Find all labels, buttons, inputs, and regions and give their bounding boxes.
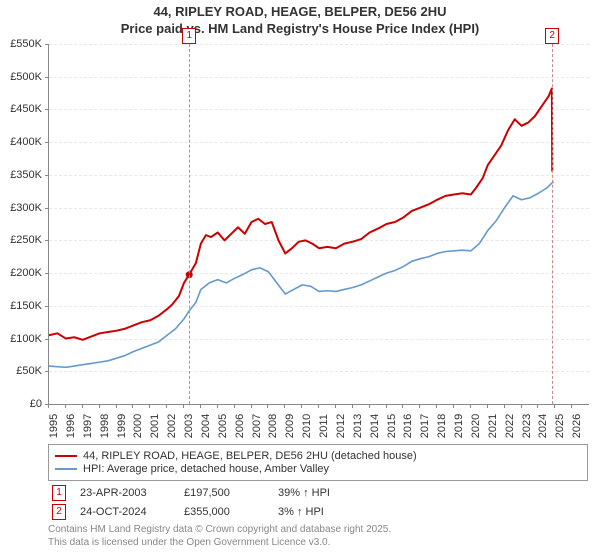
xtick-label: 2011 xyxy=(318,414,330,438)
xtick-label: 2025 xyxy=(554,414,566,438)
sale-rel-hpi: 39% ↑ HPI xyxy=(278,487,330,499)
sale-date: 23-APR-2003 xyxy=(80,487,170,499)
xtick-label: 2016 xyxy=(402,414,414,438)
xtick-label: 2003 xyxy=(183,414,195,438)
xtick-label: 2018 xyxy=(436,414,448,438)
ytick-label: £0 xyxy=(0,398,42,410)
xtick-label: 2023 xyxy=(521,414,533,438)
xtick-label: 1999 xyxy=(116,414,128,438)
ytick-label: £450K xyxy=(0,103,42,115)
xtick-label: 2024 xyxy=(537,414,549,438)
xtick-label: 2020 xyxy=(470,414,482,438)
xtick-label: 2002 xyxy=(166,414,178,438)
ytick-label: £350K xyxy=(0,169,42,181)
xtick-label: 2009 xyxy=(284,414,296,438)
xtick-label: 2001 xyxy=(149,414,161,438)
sale-marker-line xyxy=(552,44,553,404)
sale-marker-box: 2 xyxy=(545,28,559,44)
credits-line-1: Contains HM Land Registry data © Crown c… xyxy=(48,524,588,537)
xtick-label: 2005 xyxy=(217,414,229,438)
ytick-label: £500K xyxy=(0,71,42,83)
legend-row-1: 44, RIPLEY ROAD, HEAGE, BELPER, DE56 2HU… xyxy=(55,450,581,462)
legend-box: 44, RIPLEY ROAD, HEAGE, BELPER, DE56 2HU… xyxy=(48,444,588,481)
xtick-label: 2004 xyxy=(200,414,212,438)
sale-data-row: 2 24-OCT-2024 £355,000 3% ↑ HPI xyxy=(52,504,588,520)
legend-swatch-1 xyxy=(55,455,77,457)
series-price_paid xyxy=(49,89,552,340)
ytick-label: £400K xyxy=(0,136,42,148)
xtick-label: 2010 xyxy=(301,414,313,438)
ytick-label: £50K xyxy=(0,365,42,377)
credits: Contains HM Land Registry data © Crown c… xyxy=(48,524,588,549)
xtick-label: 1995 xyxy=(48,414,60,438)
sale-marker-line xyxy=(189,44,190,404)
sale-row-marker: 1 xyxy=(52,485,66,501)
legend-label-2: HPI: Average price, detached house, Ambe… xyxy=(83,463,329,475)
xtick-label: 2019 xyxy=(453,414,465,438)
xtick-label: 1997 xyxy=(82,414,94,438)
sale-price: £355,000 xyxy=(184,506,264,518)
xtick-label: 2014 xyxy=(369,414,381,438)
xtick-label: 2022 xyxy=(504,414,516,438)
xtick-label: 2013 xyxy=(352,414,364,438)
title-block: 44, RIPLEY ROAD, HEAGE, BELPER, DE56 2HU… xyxy=(0,0,600,38)
title-address: 44, RIPLEY ROAD, HEAGE, BELPER, DE56 2HU xyxy=(0,4,600,21)
series-hpi xyxy=(49,181,554,367)
ytick-label: £100K xyxy=(0,333,42,345)
ytick-label: £150K xyxy=(0,300,42,312)
xtick-label: 2006 xyxy=(234,414,246,438)
xtick-label: 2012 xyxy=(335,414,347,438)
plot-area: 12 xyxy=(48,44,589,405)
footer: 44, RIPLEY ROAD, HEAGE, BELPER, DE56 2HU… xyxy=(48,444,588,549)
xtick-label: 2008 xyxy=(267,414,279,438)
legend-swatch-2 xyxy=(55,468,77,470)
ytick-label: £550K xyxy=(0,38,42,50)
sale-row-marker: 2 xyxy=(52,504,66,520)
xtick-label: 2017 xyxy=(419,414,431,438)
xtick-label: 2021 xyxy=(487,414,499,438)
chart-container: 44, RIPLEY ROAD, HEAGE, BELPER, DE56 2HU… xyxy=(0,0,600,560)
xtick-label: 1998 xyxy=(99,414,111,438)
ytick-label: £250K xyxy=(0,234,42,246)
xtick-label: 1996 xyxy=(65,414,77,438)
chart-area: 12 £0£50K£100K£150K£200K£250K£300K£350K£… xyxy=(48,44,588,404)
sale-data-row: 1 23-APR-2003 £197,500 39% ↑ HPI xyxy=(52,485,588,501)
sale-marker-box: 1 xyxy=(182,28,196,44)
xtick-label: 2015 xyxy=(386,414,398,438)
sale-rel-hpi: 3% ↑ HPI xyxy=(278,506,324,518)
chart-svg xyxy=(49,44,589,404)
xtick-label: 2026 xyxy=(571,414,583,438)
sale-date: 24-OCT-2024 xyxy=(80,506,170,518)
title-subtitle: Price paid vs. HM Land Registry's House … xyxy=(0,21,600,38)
sale-price: £197,500 xyxy=(184,487,264,499)
legend-row-2: HPI: Average price, detached house, Ambe… xyxy=(55,463,581,475)
legend-label-1: 44, RIPLEY ROAD, HEAGE, BELPER, DE56 2HU… xyxy=(83,450,417,462)
xtick-label: 2000 xyxy=(132,414,144,438)
ytick-label: £300K xyxy=(0,202,42,214)
credits-line-2: This data is licensed under the Open Gov… xyxy=(48,537,588,550)
xtick-label: 2007 xyxy=(251,414,263,438)
ytick-label: £200K xyxy=(0,267,42,279)
